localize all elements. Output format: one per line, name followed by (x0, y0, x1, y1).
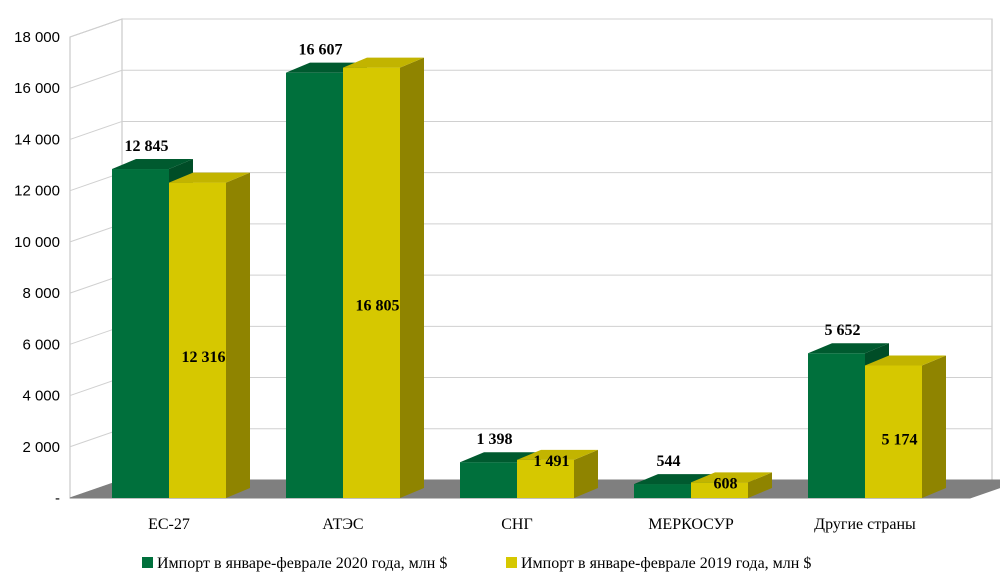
gridline (69, 120, 992, 140)
category-label: СНГ (501, 516, 532, 533)
y-tick-label: 2 000 (22, 439, 60, 456)
legend-label-2019: Импорт в январе-феврале 2019 года, млн $ (521, 555, 811, 572)
y-tick-label: 16 000 (14, 80, 60, 97)
y-tick-label: 4 000 (22, 388, 60, 405)
category-label: МЕРКОСУР (648, 516, 734, 533)
bar-top (112, 159, 193, 170)
bar-side (922, 355, 946, 498)
bar-side (748, 472, 772, 498)
bar-4-1 (865, 365, 922, 498)
bar-top (343, 57, 424, 68)
bar-2-0 (460, 462, 517, 498)
bar-top (169, 172, 250, 183)
category-label: ЕС-27 (148, 516, 190, 533)
data-label: 1 398 (477, 431, 513, 448)
bar-side (226, 172, 250, 499)
bar-4-0 (808, 353, 865, 498)
bar-0-0 (112, 169, 169, 499)
y-axis-ticks: - 2 000 4 000 6 000 8 000 10 000 12 000 14 000 1… (14, 29, 60, 507)
y-tick-label: 6 000 (22, 336, 60, 353)
gridline (69, 69, 992, 89)
legend: Импорт в январе-феврале 2020 года, млн $… (142, 555, 811, 572)
bar-3-0 (634, 484, 691, 498)
legend-swatch-2020 (142, 557, 153, 568)
bar-side (400, 57, 424, 498)
bar-top (517, 449, 598, 460)
y-tick-label: 14 000 (14, 131, 60, 148)
data-label: 5 174 (882, 431, 918, 448)
bar-side (574, 449, 598, 498)
gridline (69, 18, 992, 38)
y-tick-label: 8 000 (22, 285, 60, 302)
bar-1-0 (286, 72, 343, 499)
bar-1-1 (343, 67, 400, 498)
category-label: АТЭС (322, 516, 363, 533)
x-axis-categories: ЕС-27 АТЭС СНГ МЕРКОСУР Другие страны (148, 516, 916, 533)
bar-top (808, 343, 889, 354)
y-tick-label: - (55, 490, 60, 507)
bar-0-1 (169, 182, 226, 499)
y-tick-label: 10 000 (14, 234, 60, 251)
data-label: 16 607 (299, 42, 343, 59)
bars (112, 57, 946, 499)
data-label: 1 491 (534, 453, 570, 470)
data-label: 12 316 (182, 349, 226, 366)
bar-3-1 (691, 482, 748, 498)
y-tick-label: 18 000 (14, 29, 60, 46)
legend-swatch-2019 (506, 557, 517, 568)
y-tick-label: 12 000 (14, 183, 60, 200)
data-label: 5 652 (825, 322, 861, 339)
data-label: 544 (657, 453, 681, 470)
data-label: 12 845 (125, 138, 169, 155)
bar-2-1 (517, 459, 574, 498)
data-label: 608 (714, 475, 738, 492)
bar-top (691, 472, 772, 483)
legend-label-2020: Импорт в январе-феврале 2020 года, млн $ (157, 555, 447, 572)
category-label: Другие страны (814, 516, 916, 533)
data-labels: 12 845 12 316 16 607 16 805 1 398 1 491 544 608… (125, 42, 918, 493)
data-label: 16 805 (356, 297, 400, 314)
bar-top (865, 355, 946, 366)
